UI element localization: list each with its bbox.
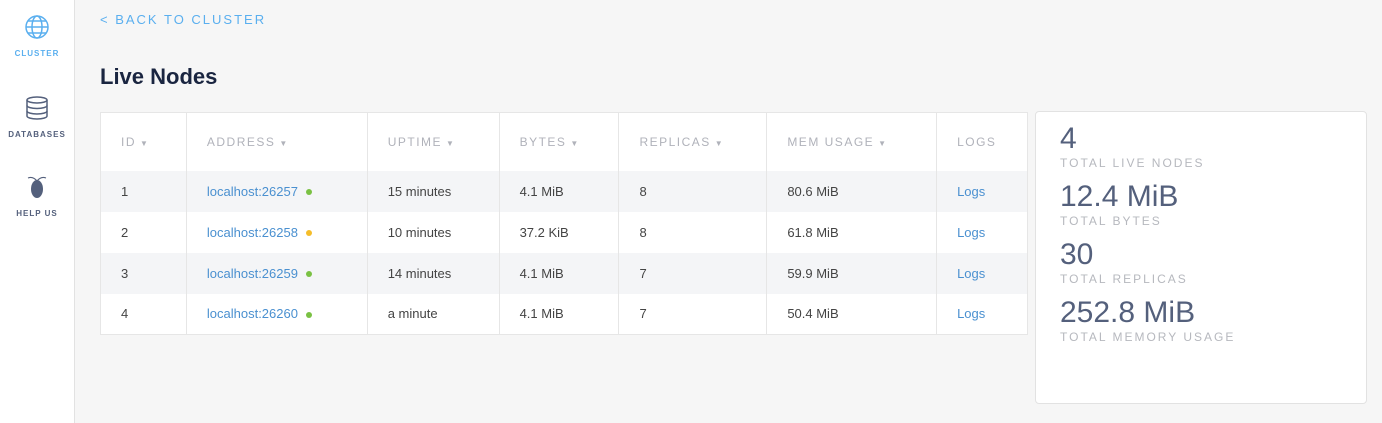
stat-item: 30 TOTAL REPLICAS	[1060, 238, 1366, 287]
mem-usage: 59.9 MiB	[766, 252, 937, 294]
stat-item: 252.8 MiB TOTAL MEMORY USAGE	[1060, 296, 1366, 345]
mem-usage: 80.6 MiB	[766, 170, 937, 212]
table-row: 1 localhost:26257 15 minutes 4.1 MiB 8 8…	[100, 170, 1028, 212]
stat-value: 12.4 MiB	[1060, 180, 1179, 213]
bytes: 4.1 MiB	[498, 252, 619, 294]
logs-link[interactable]: Logs	[957, 265, 986, 281]
status-dot-icon	[305, 271, 312, 278]
sort-arrow-icon: ▼	[140, 138, 150, 148]
sort-arrow-icon: ▼	[714, 138, 725, 148]
uptime: 15 minutes	[366, 170, 500, 212]
table-row: 3 localhost:26259 14 minutes 4.1 MiB 7 5…	[100, 252, 1028, 294]
node-id: 2	[100, 211, 187, 253]
sort-arrow-icon: ▼	[878, 138, 888, 148]
uptime: 10 minutes	[366, 211, 500, 253]
sidebar-item-label: CLUSTER	[14, 49, 60, 58]
logs-link[interactable]: Logs	[957, 183, 986, 199]
header-label: REPLICAS	[639, 134, 711, 149]
logs-cell: Logs	[936, 211, 1028, 253]
cockroach-icon	[27, 176, 47, 198]
replicas: 8	[618, 211, 767, 253]
address-cell: localhost:26258	[185, 211, 368, 253]
mem-usage: 50.4 MiB	[766, 293, 937, 335]
replicas: 8	[618, 170, 767, 212]
header-label: UPTIME	[387, 134, 443, 149]
address-cell: localhost:26260	[185, 293, 368, 335]
stat-item: 12.4 MiB TOTAL BYTES	[1060, 180, 1366, 229]
node-id: 1	[100, 170, 187, 212]
sort-arrow-icon: ▼	[446, 138, 456, 148]
stat-label: TOTAL REPLICAS	[1060, 272, 1188, 286]
column-header-bytes[interactable]: BYTES ▼	[498, 112, 619, 171]
stat-value: 252.8 MiB	[1060, 296, 1196, 329]
header-label: ID	[121, 134, 136, 149]
stat-label: TOTAL LIVE NODES	[1060, 156, 1205, 170]
bytes: 4.1 MiB	[498, 170, 619, 212]
replicas: 7	[618, 252, 767, 294]
sort-arrow-icon: ▼	[279, 138, 289, 148]
stat-value: 30	[1060, 238, 1094, 271]
bytes: 4.1 MiB	[498, 293, 619, 335]
logs-cell: Logs	[936, 252, 1028, 294]
column-header-logs: LOGS	[936, 112, 1028, 171]
sidebar: CLUSTER DATABASES HELP US	[0, 0, 75, 423]
logs-cell: Logs	[936, 293, 1028, 335]
column-header-uptime[interactable]: UPTIME ▼	[366, 112, 500, 171]
nodes-table: ID ▼ ADDRESS ▼ UPTIME ▼ BYTES ▼ REPLICAS ▼ ME…	[100, 112, 1028, 335]
status-dot-icon	[305, 311, 312, 318]
header-label: ADDRESS	[206, 134, 276, 149]
stat-item: 4 TOTAL LIVE NODES	[1060, 122, 1366, 171]
replicas: 7	[618, 293, 767, 335]
node-id: 3	[100, 252, 187, 294]
address-cell: localhost:26259	[185, 252, 368, 294]
globe-icon	[25, 15, 49, 39]
node-address-link[interactable]: localhost:26259	[206, 265, 298, 281]
page-title: Live Nodes	[100, 64, 218, 89]
sidebar-item-help-us[interactable]: HELP US	[0, 174, 74, 218]
sidebar-item-label: HELP US	[16, 209, 58, 218]
logs-link[interactable]: Logs	[957, 224, 986, 240]
table-row: 4 localhost:26260 a minute 4.1 MiB 7 50.…	[100, 293, 1028, 335]
sort-arrow-icon: ▼	[570, 138, 580, 148]
uptime: 14 minutes	[366, 252, 500, 294]
header-label: LOGS	[957, 134, 997, 149]
status-dot-icon	[305, 189, 312, 196]
database-icon	[26, 96, 48, 120]
sidebar-item-label: DATABASES	[8, 130, 66, 139]
node-address-link[interactable]: localhost:26258	[206, 224, 298, 240]
sidebar-item-databases[interactable]: DATABASES	[0, 95, 74, 139]
node-id: 4	[100, 293, 187, 335]
stat-label: TOTAL MEMORY USAGE	[1060, 330, 1236, 344]
sidebar-item-cluster[interactable]: CLUSTER	[0, 14, 74, 58]
stat-label: TOTAL BYTES	[1060, 214, 1162, 228]
status-dot-icon	[305, 230, 312, 237]
column-header-mem-usage[interactable]: MEM USAGE ▼	[766, 112, 937, 171]
column-header-address[interactable]: ADDRESS ▼	[185, 112, 368, 171]
logs-cell: Logs	[936, 170, 1028, 212]
header-label: MEM USAGE	[787, 134, 875, 149]
table-row: 2 localhost:26258 10 minutes 37.2 KiB 8 …	[100, 211, 1028, 253]
uptime: a minute	[366, 293, 500, 335]
node-address-link[interactable]: localhost:26260	[206, 306, 298, 322]
back-to-cluster-link[interactable]: < BACK TO CLUSTER	[100, 12, 267, 27]
header-label: BYTES	[519, 134, 567, 149]
address-cell: localhost:26257	[185, 170, 368, 212]
column-header-replicas[interactable]: REPLICAS ▼	[618, 112, 767, 171]
mem-usage: 61.8 MiB	[766, 211, 937, 253]
stats-panel: 4 TOTAL LIVE NODES 12.4 MiB TOTAL BYTES 30 TO…	[1035, 111, 1367, 404]
column-header-id[interactable]: ID ▼	[100, 112, 187, 171]
stat-value: 4	[1060, 122, 1077, 155]
node-address-link[interactable]: localhost:26257	[206, 183, 298, 199]
bytes: 37.2 KiB	[498, 211, 619, 253]
logs-link[interactable]: Logs	[957, 306, 986, 322]
